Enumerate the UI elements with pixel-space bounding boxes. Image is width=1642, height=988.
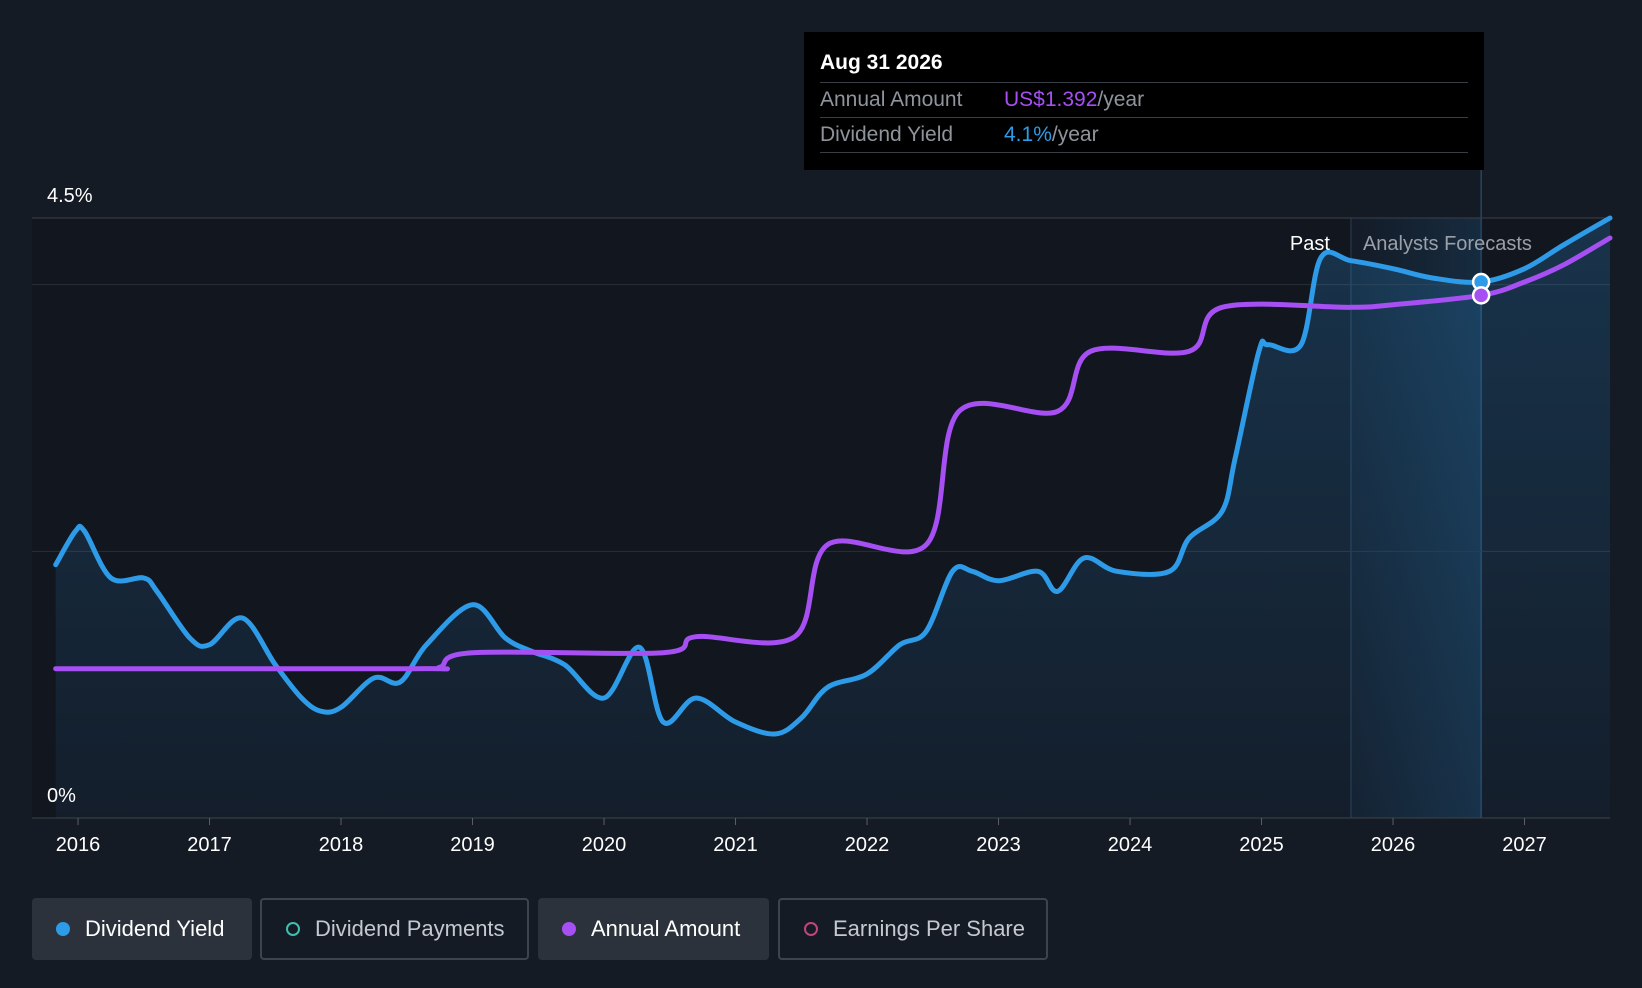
- tooltip: Aug 31 2026 Annual Amount US$1.392 /year…: [804, 32, 1484, 170]
- legend-label: Annual Amount: [591, 916, 741, 941]
- legend-dividend-payments[interactable]: Dividend Payments: [260, 898, 529, 960]
- x-tick-label: 2027: [1502, 834, 1547, 856]
- tooltip-unit: /year: [1097, 88, 1145, 111]
- legend-label: Dividend Yield: [85, 916, 225, 941]
- x-tick-label: 2020: [582, 834, 627, 856]
- tooltip-row-dividend-yield: Dividend Yield 4.1% /year: [820, 118, 1468, 153]
- tooltip-value: 4.1%: [1004, 123, 1052, 146]
- legend-ring-icon: [804, 922, 818, 936]
- y-tick-label: 0%: [47, 785, 76, 807]
- tooltip-label: Annual Amount: [820, 88, 963, 111]
- x-tick-label: 2016: [56, 834, 101, 856]
- legend-dot-icon: [56, 922, 70, 936]
- x-tick-label: 2026: [1371, 834, 1416, 856]
- x-tick-label: 2017: [187, 834, 232, 856]
- x-tick-label: 2018: [319, 834, 364, 856]
- tooltip-unit: /year: [1051, 123, 1099, 146]
- y-tick-label: 4.5%: [47, 185, 93, 207]
- tooltip-label: Dividend Yield: [820, 123, 954, 146]
- x-tick-label: 2024: [1108, 834, 1153, 856]
- legend-dividend-yield[interactable]: Dividend Yield: [32, 898, 252, 960]
- annual-amount-hover-marker: [1471, 286, 1491, 305]
- x-tick-label: 2025: [1239, 834, 1284, 856]
- dividend-yield-line: [53, 215, 1613, 737]
- tooltip-date: Aug 31 2026: [820, 32, 1468, 83]
- x-tick-label: 2022: [845, 834, 890, 856]
- legend-earnings-per-share[interactable]: Earnings Per Share: [778, 898, 1048, 960]
- tooltip-value: US$1.392: [1004, 88, 1098, 111]
- past-label: Past: [1290, 233, 1330, 255]
- annual-amount-line: [53, 235, 1613, 672]
- legend-label: Dividend Payments: [315, 916, 505, 941]
- tooltip-row-annual-amount: Annual Amount US$1.392 /year: [820, 83, 1468, 118]
- analysts-forecasts-label: Analysts Forecasts: [1363, 233, 1532, 255]
- legend-ring-icon: [286, 922, 300, 936]
- legend-annual-amount[interactable]: Annual Amount: [538, 898, 769, 960]
- x-tick-label: 2023: [976, 834, 1021, 856]
- legend-dot-icon: [562, 922, 576, 936]
- legend-label: Earnings Per Share: [833, 916, 1025, 941]
- x-tick-label: 2021: [713, 834, 758, 856]
- x-tick-label: 2019: [450, 834, 495, 856]
